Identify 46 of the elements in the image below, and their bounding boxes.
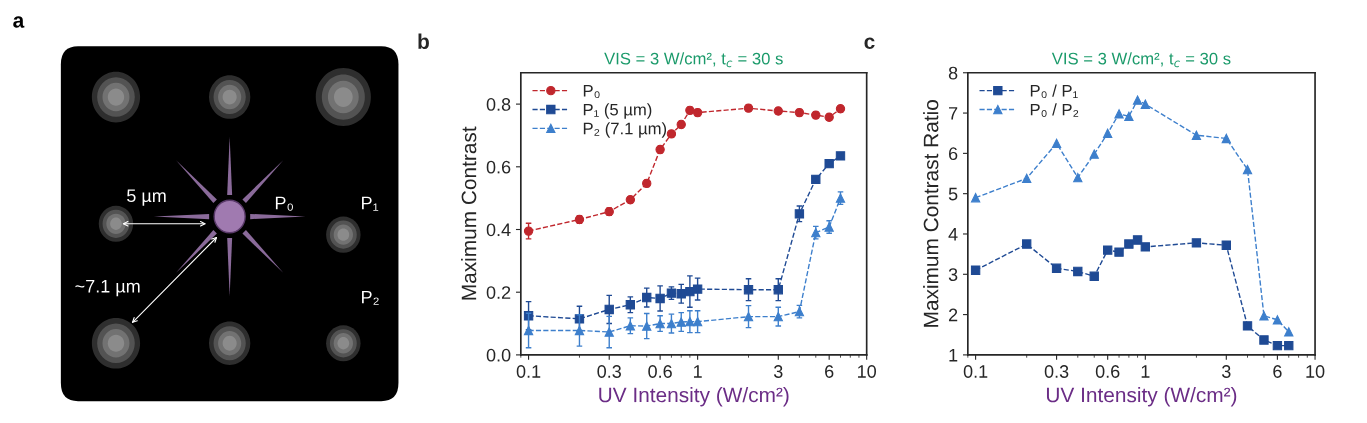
text: 5 µm (127, 189, 166, 206)
y-axis-title: Maximum Contrast (461, 126, 477, 300)
x-tick-label: 6 (825, 365, 834, 378)
y-tick-label: 0.0 (486, 348, 511, 362)
y-tick-label: 5 (948, 187, 958, 201)
x-tick-label: 0.6 (648, 365, 672, 378)
y-tick-label: 6 (948, 147, 958, 161)
x-tick-label: 3 (1221, 365, 1231, 378)
y-tick-label: 0.6 (486, 160, 511, 174)
y-tick-label: 0.2 (486, 286, 511, 299)
x-tick-label: 0.6 (1095, 365, 1120, 378)
x-tick-label: 10 (1306, 365, 1325, 378)
text: a (13, 16, 25, 28)
x-tick-label: 0.3 (1044, 365, 1069, 378)
text: P₂ (362, 290, 379, 305)
x-tick-label: 10 (858, 365, 877, 378)
y-tick-label: 0.4 (486, 223, 511, 237)
y-tick-label: 0.8 (486, 98, 511, 111)
x-tick-label: 0.1 (963, 365, 988, 378)
x-tick-label: 3 (773, 365, 783, 378)
x-tick-label: 0.3 (597, 365, 621, 378)
text: P₀ (275, 196, 293, 211)
x-axis-title: UV Intensity (W/cm²) (599, 387, 789, 407)
x-tick-label: 6 (1273, 365, 1282, 378)
text: P₁ (362, 196, 379, 211)
y-tick-label: 4 (948, 228, 958, 241)
x-axis-title: UV Intensity (W/cm²) (1046, 387, 1237, 407)
legend-label: P₂ (7.1 µm) (583, 122, 667, 138)
legend-label: P₀ / P₂ (1030, 103, 1079, 117)
y-axis-title: Maximum Contrast Ratio (923, 100, 939, 327)
legend-label: P₀ (583, 85, 600, 99)
text: b (418, 33, 429, 49)
y-tick-label: 1 (949, 349, 958, 362)
x-tick-label: 0.1 (516, 365, 541, 378)
y-tick-label: 7 (949, 107, 958, 120)
text: c (864, 37, 875, 49)
y-tick-label: 2 (948, 308, 958, 322)
legend-label: P₁ (5 µm) (583, 103, 652, 119)
text: ~7.1 µm (75, 280, 140, 297)
legend-label: P₀ / P₁ (1030, 84, 1078, 99)
x-tick-label: 1 (1141, 365, 1150, 378)
chart-title: VIS = 3 W/cm², t$_{c}$ = 30 s (1051, 52, 1231, 68)
x-tick-label: 1 (693, 365, 702, 378)
chart-title: VIS = 3 W/cm², t$_{c}$ = 30 s (604, 52, 783, 68)
y-tick-label: 3 (948, 268, 958, 282)
y-tick-label: 8 (948, 66, 958, 80)
